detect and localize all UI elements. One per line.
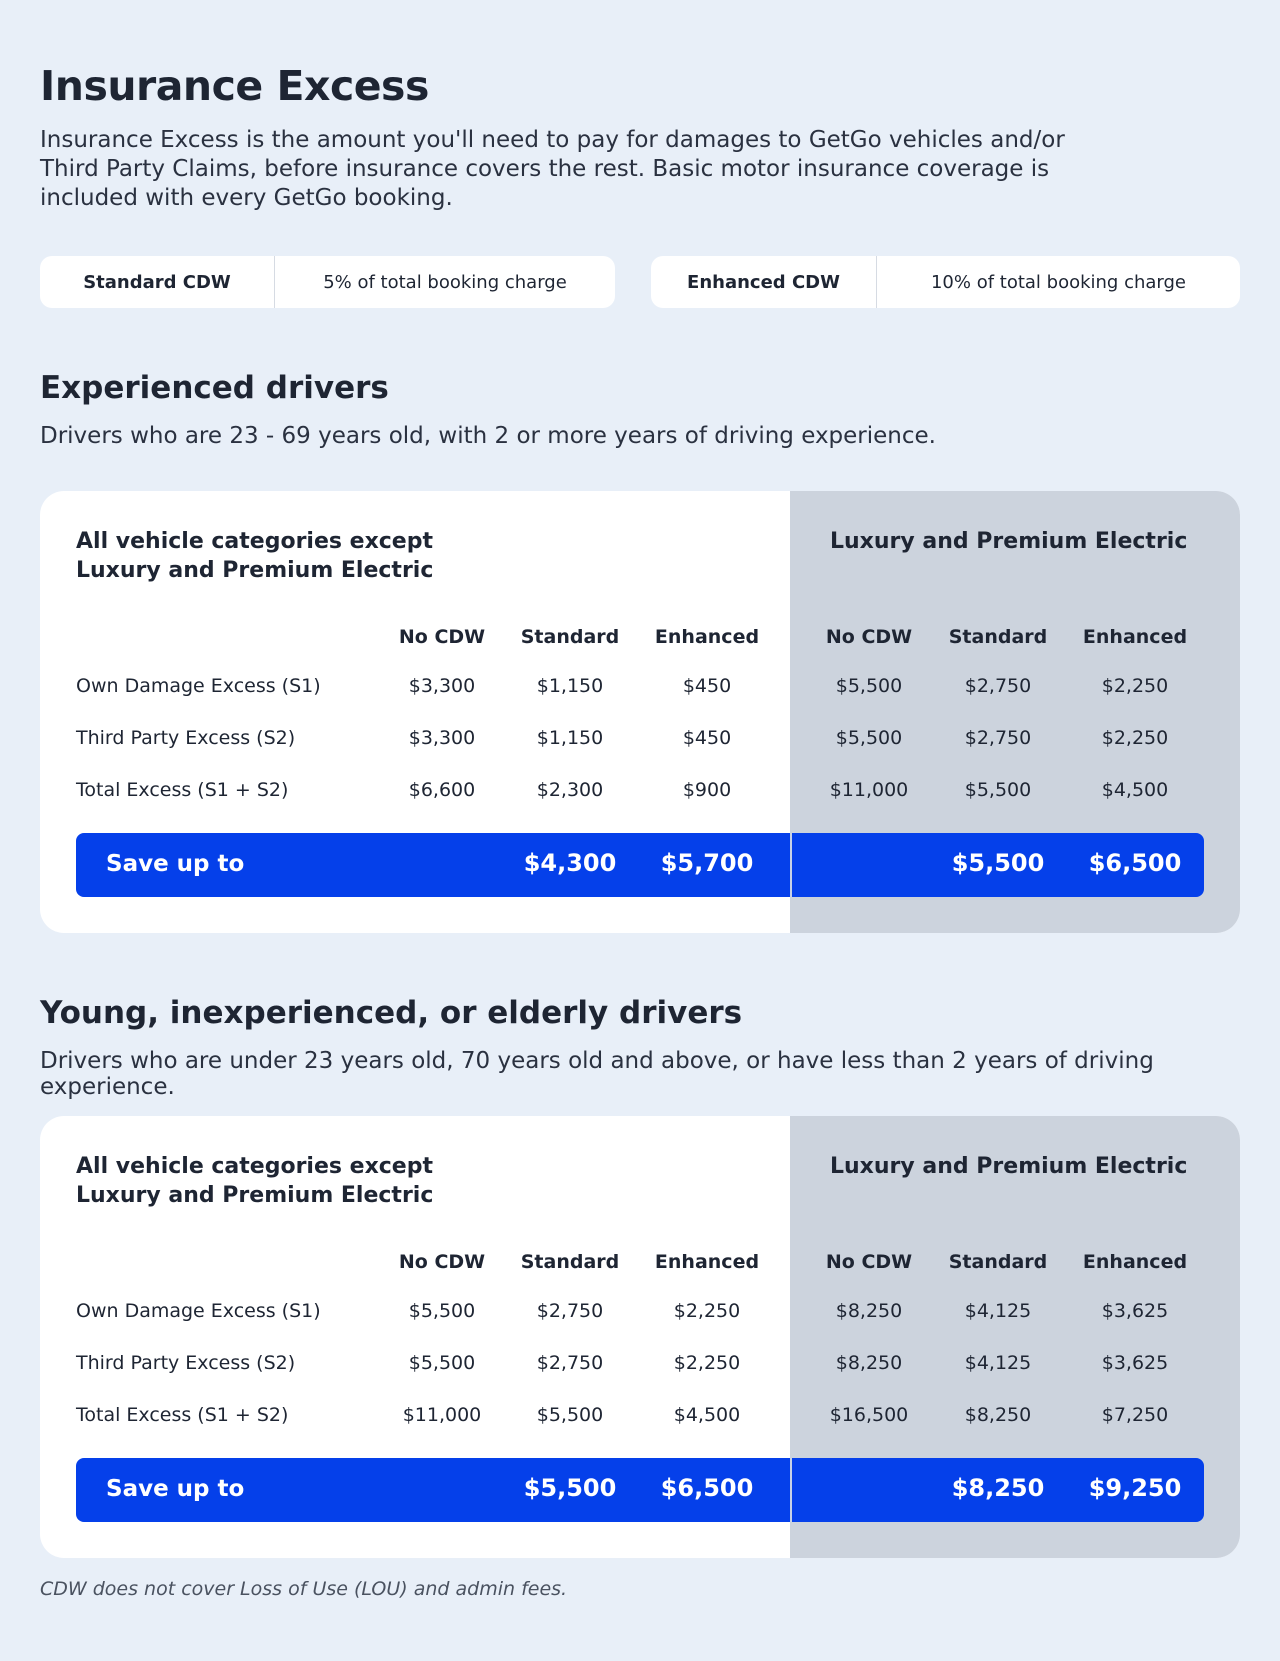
caption-line: All vehicle categories except [76, 529, 433, 554]
table-cell: $2,750 [536, 1352, 604, 1374]
column-header: No CDW [825, 626, 913, 648]
save-amount: $4,300 [523, 849, 617, 877]
row-label: Third Party Excess (S2) [76, 1352, 296, 1374]
column-header: Standard [948, 1251, 1048, 1273]
standard-vehicles-caption: All vehicle categories except Luxury and … [76, 1152, 433, 1210]
table-cell: $5,500 [964, 779, 1032, 801]
table-cell: $2,250 [673, 1300, 741, 1322]
column-header: No CDW [398, 626, 486, 648]
standard-cdw-value: 5% of total booking charge [323, 271, 567, 293]
table-cell: $3,625 [1101, 1300, 1169, 1322]
save-amount: $6,500 [660, 1474, 754, 1502]
column-header: Enhanced [1082, 1251, 1188, 1273]
table-cell: $8,250 [835, 1352, 903, 1374]
row-label: Total Excess (S1 + S2) [76, 779, 289, 801]
save-bar-divider [790, 1458, 792, 1522]
luxury-vehicles-caption: Luxury and Premium Electric [830, 529, 1188, 554]
column-header: Enhanced [654, 1251, 760, 1273]
row-label: Third Party Excess (S2) [76, 727, 296, 749]
table-cell: $5,500 [536, 1404, 604, 1426]
table-cell: $2,250 [1101, 727, 1169, 749]
save-amount: $9,250 [1088, 1474, 1182, 1502]
section-desc-experienced: Drivers who are 23 - 69 years old, with … [40, 423, 936, 449]
table-cell: $11,000 [829, 779, 909, 801]
table-cell: $450 [682, 727, 732, 749]
enhanced-cdw-box: Enhanced CDW 10% of total booking charge [651, 256, 1240, 308]
save-amount: $8,250 [951, 1474, 1045, 1502]
table-cell: $2,750 [964, 727, 1032, 749]
table-cell: $5,500 [408, 1300, 476, 1322]
excess-table-young: All vehicle categories except Luxury and … [40, 1116, 1240, 1558]
save-up-to-label: Save up to [106, 851, 245, 877]
footnote: CDW does not cover Loss of Use (LOU) and… [40, 1578, 568, 1600]
table-cell: $900 [682, 779, 732, 801]
table-cell: $1,150 [536, 727, 604, 749]
standard-cdw-box: Standard CDW 5% of total booking charge [40, 256, 615, 308]
save-amount: $5,500 [523, 1474, 617, 1502]
column-header: Standard [520, 1251, 620, 1273]
table-cell: $1,150 [536, 675, 604, 697]
table-cell: $7,250 [1101, 1404, 1169, 1426]
table-cell: $16,500 [829, 1404, 909, 1426]
table-cell: $2,300 [536, 779, 604, 801]
save-bar-divider [790, 833, 792, 897]
caption-line: All vehicle categories except [76, 1154, 433, 1179]
table-cell: $6,600 [408, 779, 476, 801]
luxury-vehicles-caption: Luxury and Premium Electric [830, 1154, 1188, 1179]
table-cell: $4,500 [673, 1404, 741, 1426]
row-label: Own Damage Excess (S1) [76, 1300, 321, 1322]
table-cell: $11,000 [402, 1404, 482, 1426]
column-header: No CDW [825, 1251, 913, 1273]
table-cell: $8,250 [964, 1404, 1032, 1426]
excess-table-experienced: All vehicle categories except Luxury and … [40, 491, 1240, 933]
save-amount: $5,700 [660, 849, 754, 877]
save-up-to-bar: Save up to $4,300 $5,700 $5,500 $6,500 [76, 833, 1204, 897]
row-label: Own Damage Excess (S1) [76, 675, 321, 697]
table-cell: $5,500 [835, 675, 903, 697]
table-cell: $3,300 [408, 727, 476, 749]
column-header: Enhanced [1082, 626, 1188, 648]
column-header: Standard [520, 626, 620, 648]
column-header: Standard [948, 626, 1048, 648]
enhanced-cdw-label: Enhanced CDW [651, 256, 877, 308]
save-amount: $5,500 [951, 849, 1045, 877]
table-cell: $5,500 [835, 727, 903, 749]
enhanced-cdw-value: 10% of total booking charge [930, 271, 1187, 293]
table-cell: $4,125 [964, 1352, 1032, 1374]
save-up-to-bar: Save up to $5,500 $6,500 $8,250 $9,250 [76, 1458, 1204, 1522]
table-cell: $3,300 [408, 675, 476, 697]
table-cell: $4,500 [1101, 779, 1169, 801]
table-cell: $450 [682, 675, 732, 697]
table-cell: $4,125 [964, 1300, 1032, 1322]
caption-line: Luxury and Premium Electric [76, 1183, 434, 1208]
standard-cdw-label: Standard CDW [40, 256, 275, 308]
table-cell: $2,250 [1101, 675, 1169, 697]
table-cell: $2,250 [673, 1352, 741, 1374]
save-up-to-label: Save up to [106, 1476, 245, 1502]
section-title-young: Young, inexperienced, or elderly drivers [40, 995, 743, 1031]
table-cell: $3,625 [1101, 1352, 1169, 1374]
column-header: No CDW [398, 1251, 486, 1273]
table-cell: $2,750 [964, 675, 1032, 697]
section-title-experienced: Experienced drivers [40, 370, 389, 406]
standard-vehicles-caption: All vehicle categories except Luxury and … [76, 527, 433, 585]
row-label: Total Excess (S1 + S2) [76, 1404, 289, 1426]
column-header: Enhanced [654, 626, 760, 648]
save-amount: $6,500 [1088, 849, 1182, 877]
section-desc-young: Drivers who are under 23 years old, 70 y… [40, 1048, 1154, 1100]
table-cell: $2,750 [536, 1300, 604, 1322]
intro-text: Insurance Excess is the amount you'll ne… [40, 127, 1065, 211]
caption-line: Luxury and Premium Electric [76, 558, 434, 583]
table-cell: $8,250 [835, 1300, 903, 1322]
page-title: Insurance Excess [40, 62, 429, 110]
table-cell: $5,500 [408, 1352, 476, 1374]
